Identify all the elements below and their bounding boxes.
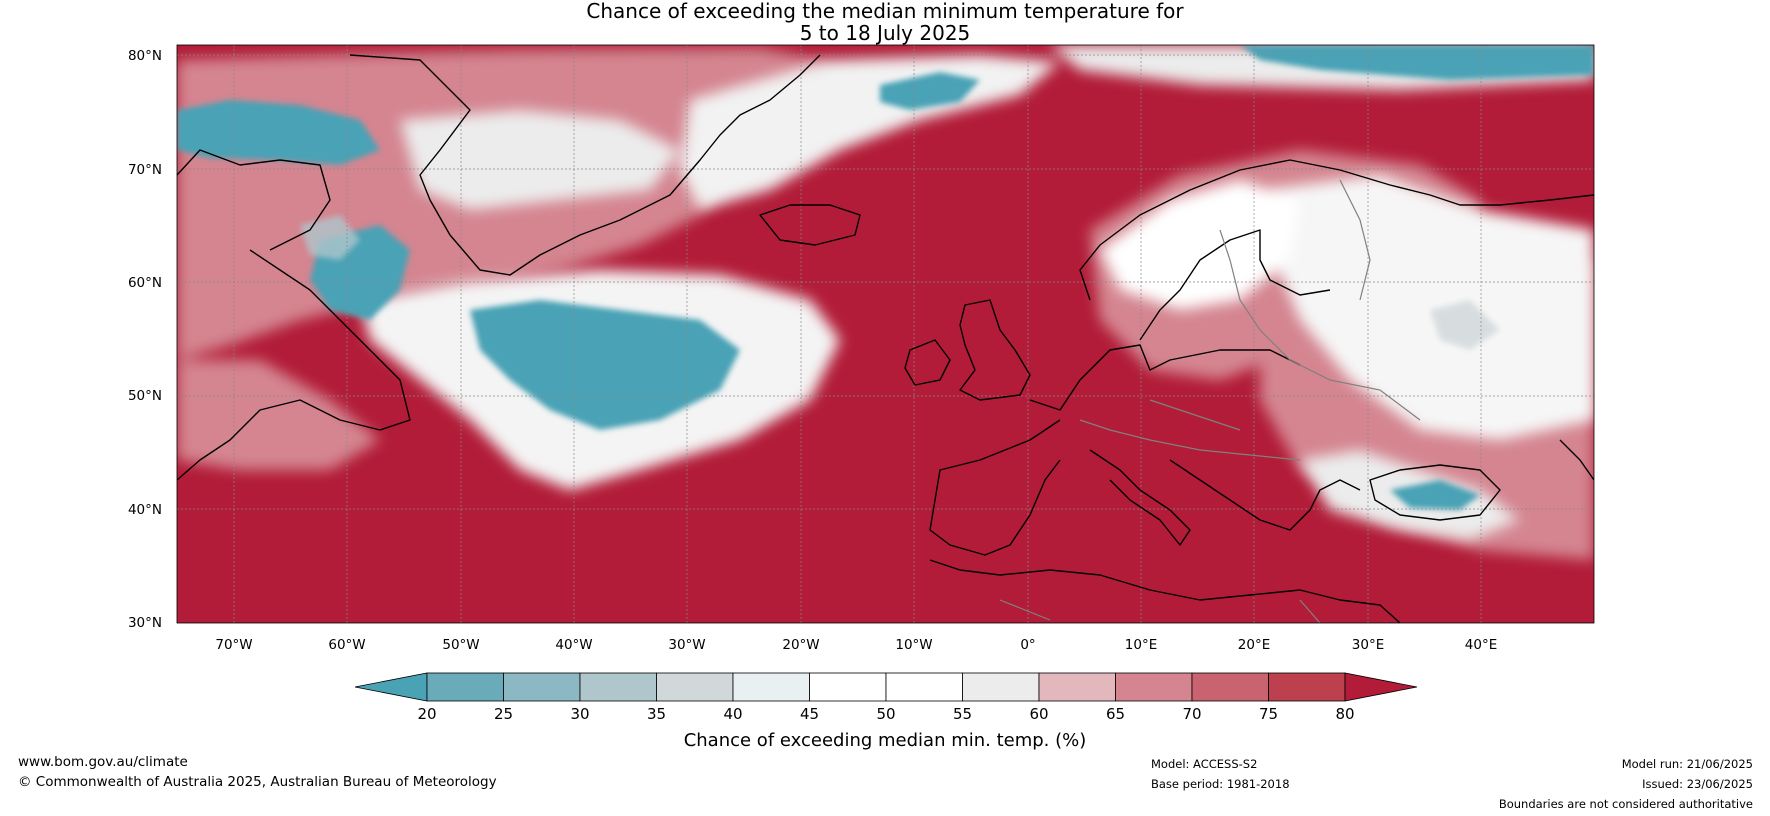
iberia-coastline [929, 419, 1061, 556]
britain-coastline [959, 299, 1031, 401]
border-line [1219, 229, 1421, 421]
labrador-pink-zone [177, 360, 380, 470]
teal-zones [177, 45, 1594, 510]
lon-label-40w: 40°W [555, 637, 592, 653]
base-period: Base period: 1981-2018 [1151, 777, 1290, 791]
coastlines [177, 54, 1594, 623]
border-line [1299, 599, 1321, 623]
border-line [1149, 399, 1241, 431]
lon-label-10w: 10°W [895, 637, 932, 653]
map-gridlines [177, 45, 1594, 623]
colorbar-tick-label: 70 [1182, 705, 1201, 723]
issued-date: Issued: 23/06/2025 [1642, 777, 1753, 791]
baffin-coastline [177, 149, 331, 251]
colorbar-segment [732, 672, 810, 702]
black-sea-teal-zone [1390, 480, 1480, 510]
lon-label-30w: 30°W [668, 637, 705, 653]
map-frame [176, 44, 1595, 624]
europe-coastline [1029, 344, 1301, 411]
model-run-date: Model run: 21/06/2025 [1621, 757, 1753, 771]
colorbar-title: Chance of exceeding median min. temp. (%… [684, 730, 1087, 751]
source-url: www.bom.gov.au/climate [18, 754, 188, 770]
boundaries-disclaimer: Boundaries are not considered authoritat… [1498, 797, 1753, 811]
longitude-labels: 70°W 60°W 50°W 40°W 30°W 20°W 10°W 0° 10… [215, 637, 1497, 653]
labrador-coastline [177, 249, 411, 481]
colorbar-tick-label: 45 [800, 705, 819, 723]
probability-field [177, 45, 1594, 560]
greenland-neutral-zone [400, 110, 680, 210]
italy-coastline [1089, 449, 1191, 546]
lat-label-80: 80°N [128, 48, 162, 64]
border-line [1339, 179, 1371, 301]
lon-label-20w: 20°W [782, 637, 819, 653]
latitude-labels: 30°N 40°N 50°N 60°N 70°N 80°N [128, 48, 162, 631]
model-name: Model: ACCESS-S2 [1151, 757, 1258, 771]
map-date-range: 5 to 18 July 2025 [799, 21, 971, 45]
lat-label-50: 50°N [128, 388, 162, 404]
colorbar-segment [503, 672, 581, 702]
ireland-coastline [904, 339, 951, 386]
colorbar-segment [962, 672, 1040, 702]
colorbar-tick-label: 80 [1335, 705, 1354, 723]
colorbar-segment [1038, 672, 1116, 702]
sweden-finland-coastline [1139, 229, 1331, 341]
colorbar-tick-label: 35 [647, 705, 666, 723]
lon-label-30e: 30°E [1352, 637, 1384, 653]
colorbar-segment [656, 672, 734, 702]
border-line [1079, 419, 1301, 461]
colorbar-tick-label: 25 [494, 705, 513, 723]
copyright-notice: © Commonwealth of Australia 2025, Austra… [18, 774, 497, 790]
scandinavia-neutral-zone [1100, 180, 1300, 310]
iceland-sea-teal-zone [880, 72, 980, 110]
border-line [999, 599, 1051, 621]
colorbar-tick-label: 20 [417, 705, 436, 723]
labrador-pale-zone [300, 215, 360, 260]
colorbar-segment [1268, 672, 1346, 702]
colorbar-tick-label: 75 [1259, 705, 1278, 723]
norway-coastline [1079, 159, 1594, 301]
colorbar: 20 25 30 35 40 45 50 55 60 65 70 75 80 [354, 672, 1418, 723]
barents-teal-zone [1240, 45, 1594, 80]
colorbar-tick-label: 30 [570, 705, 589, 723]
colorbar-tick-label: 40 [723, 705, 742, 723]
lon-label-70w: 70°W [215, 637, 252, 653]
colorbar-tick-label: 60 [1029, 705, 1048, 723]
colorbar-segment [885, 672, 963, 702]
greenland-coastline [349, 54, 821, 276]
lon-label-20e: 20°E [1238, 637, 1270, 653]
iceland-coastline [759, 204, 861, 246]
colorbar-tick-label: 55 [953, 705, 972, 723]
atlantic-teal-zone [470, 300, 740, 430]
lat-label-30: 30°N [128, 615, 162, 631]
russia-pale-zone [1430, 300, 1500, 350]
map-panel [177, 45, 1594, 623]
caspian-coastline [1559, 439, 1594, 481]
colorbar-extension-low [354, 672, 428, 702]
lon-label-0: 0° [1020, 637, 1035, 653]
lat-label-60: 60°N [128, 275, 162, 291]
colorbar-tick-label: 65 [1106, 705, 1125, 723]
lon-label-60w: 60°W [328, 637, 365, 653]
black-sea-coastline [1369, 464, 1501, 521]
map-title: Chance of exceeding the median minimum t… [586, 0, 1184, 23]
colorbar-segment [809, 672, 887, 702]
lat-label-40: 40°N [128, 502, 162, 518]
pale-blue-zones [300, 215, 1500, 350]
colorbar-segment [426, 672, 504, 702]
colorbar-tick-label: 50 [876, 705, 895, 723]
lat-label-70: 70°N [128, 162, 162, 178]
colorbar-segment [1115, 672, 1193, 702]
north-africa-coastline [929, 559, 1401, 623]
baffin-teal-zone [177, 100, 380, 165]
lon-label-50w: 50°W [442, 637, 479, 653]
lon-label-40e: 40°E [1465, 637, 1497, 653]
colorbar-extension-high [1344, 672, 1418, 702]
country-borders [999, 179, 1421, 623]
lon-label-10e: 10°E [1125, 637, 1157, 653]
colorbar-segment [1191, 672, 1269, 702]
balkans-coastline [1169, 459, 1361, 531]
colorbar-segment [579, 672, 657, 702]
russia-neutral-zone [1260, 175, 1594, 440]
